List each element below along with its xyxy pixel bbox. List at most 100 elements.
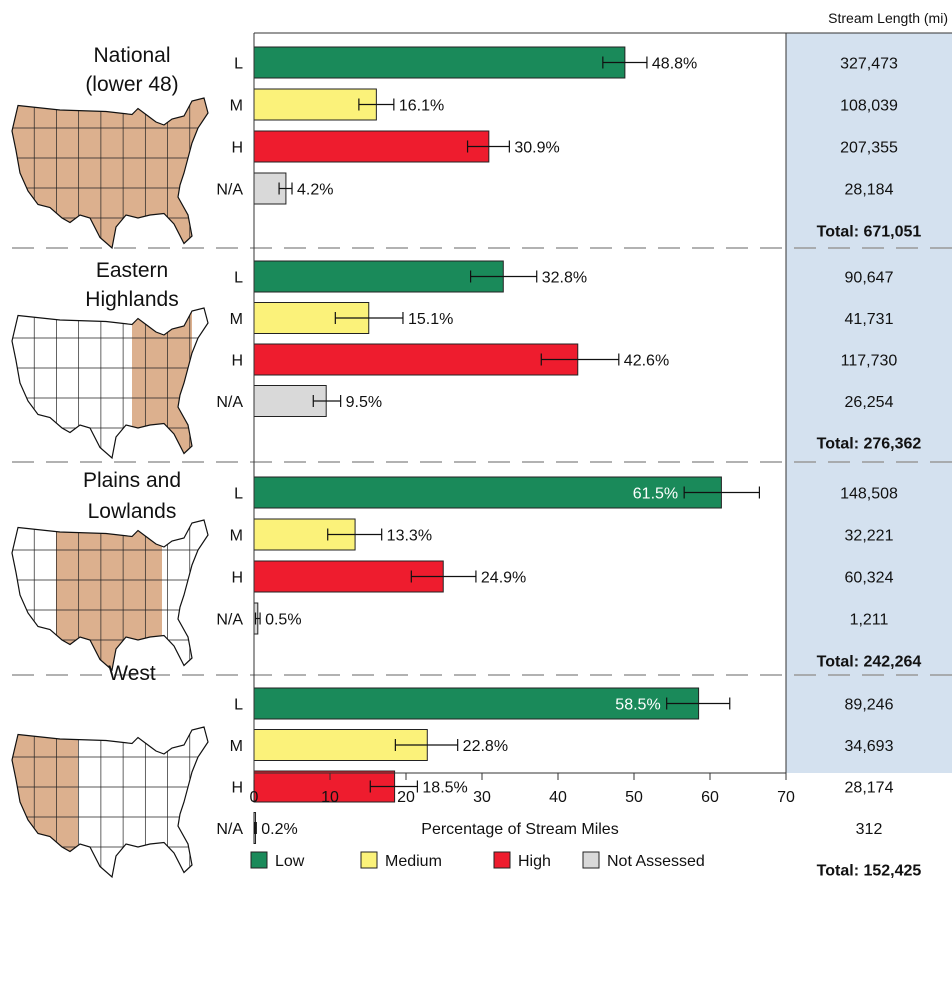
stream-length-value: 26,254 <box>845 394 894 411</box>
bar <box>253 130 490 163</box>
data-label: 42.6% <box>624 353 669 370</box>
us-map-eastern-highlands-icon <box>11 307 209 460</box>
data-label: 0.2% <box>261 821 297 838</box>
map-outline <box>11 726 209 879</box>
stream-length-value: 89,246 <box>845 697 894 714</box>
legend-swatch <box>250 851 268 869</box>
data-label: 9.5% <box>346 394 382 411</box>
region-name: Plains and <box>83 469 181 492</box>
legend: Low Medium High Not Assessed <box>250 851 705 870</box>
stream-length-value: 90,647 <box>845 270 894 287</box>
legend-swatch <box>582 851 600 869</box>
data-label: 13.3% <box>387 528 432 545</box>
data-label: 0.5% <box>265 612 301 629</box>
stream-length-value: 327,473 <box>840 56 898 73</box>
stream-length-total: Total: 671,051 <box>817 224 922 241</box>
row-code-label: H <box>231 780 243 797</box>
map-outline <box>11 519 209 672</box>
data-label: 48.8% <box>652 56 697 73</box>
stream-length-value: 32,221 <box>845 528 894 545</box>
stream-length-value: 312 <box>856 821 883 838</box>
bar <box>253 88 377 121</box>
map-region-fill <box>132 308 192 458</box>
data-label: 24.9% <box>481 570 526 587</box>
row-code-label: H <box>231 140 243 157</box>
stream-length-value: 207,355 <box>840 140 898 157</box>
region-name: National <box>93 44 170 67</box>
bar <box>253 343 579 376</box>
region-name: Highlands <box>85 288 178 311</box>
bar <box>253 560 444 593</box>
x-tick-label: 20 <box>397 789 415 806</box>
us-map-west-icon <box>11 726 209 879</box>
row-code-label: H <box>231 353 243 370</box>
stream-length-value: 60,324 <box>845 570 894 587</box>
x-tick-label: 50 <box>625 789 643 806</box>
data-label: 22.8% <box>463 738 508 755</box>
legend-label: Not Assessed <box>607 853 705 870</box>
stream-length-value: 117,730 <box>841 353 898 370</box>
map-region-fill <box>12 98 208 248</box>
us-map-national-icon <box>11 97 209 250</box>
data-label: 18.5% <box>422 780 467 797</box>
data-label: 61.5% <box>633 486 678 503</box>
region-name: (lower 48) <box>85 73 178 96</box>
x-tick-label: 40 <box>549 789 567 806</box>
us-map-plains-lowlands-icon <box>11 519 209 672</box>
legend-swatch <box>360 851 378 869</box>
x-tick-label: 0 <box>250 789 259 806</box>
stream-length-value: 108,039 <box>840 98 898 115</box>
map-outline <box>11 97 209 250</box>
row-code-label: M <box>230 98 243 115</box>
stream-length-total: Total: 242,264 <box>817 654 922 671</box>
legend-label: High <box>518 853 551 870</box>
row-code-label: N/A <box>216 821 243 838</box>
stream-length-value: 28,174 <box>845 780 894 797</box>
stream-length-panel: Stream Length (mi) 327,473 108,039 207,355 2… <box>786 10 952 880</box>
row-code-label: N/A <box>216 612 243 629</box>
row-code-label: L <box>234 270 243 287</box>
map-outline <box>11 307 209 460</box>
bar <box>253 476 722 509</box>
stream-length-background <box>786 33 952 773</box>
row-code-label: H <box>231 570 243 587</box>
data-label: 16.1% <box>399 98 444 115</box>
stream-length-total: Total: 276,362 <box>817 436 922 453</box>
bar <box>253 46 626 79</box>
bar <box>253 260 504 293</box>
legend-label: Low <box>275 853 305 870</box>
data-label: 30.9% <box>514 140 559 157</box>
region-maps: National (lower 48) Eastern Highlands Plains… <box>11 44 209 879</box>
legend-label: Medium <box>385 853 442 870</box>
stream-length-value: 148,508 <box>840 486 898 503</box>
bar <box>253 687 700 720</box>
data-label: 15.1% <box>408 311 453 328</box>
x-axis-title: Percentage of Stream Miles <box>421 821 618 838</box>
region-name: Eastern <box>96 259 168 282</box>
legend-swatch <box>493 851 511 869</box>
data-label: 32.8% <box>542 270 587 287</box>
stream-length-value: 34,693 <box>845 738 894 755</box>
map-region-fill <box>56 520 162 670</box>
stream-length-total: Total: 152,425 <box>817 863 922 880</box>
row-code-label: L <box>234 697 243 714</box>
map-region-fill <box>12 727 78 877</box>
stream-length-header: Stream Length (mi) <box>828 10 948 26</box>
region-name: Lowlands <box>88 500 177 523</box>
row-code-label: M <box>230 738 243 755</box>
row-code-label: M <box>230 528 243 545</box>
stream-length-value: 1,211 <box>850 612 889 629</box>
region-dividers <box>12 247 952 676</box>
x-axis: 0 10 20 30 40 50 60 70 Percentage of Stream Mile… <box>250 32 952 838</box>
row-code-label: L <box>234 486 243 503</box>
row-code-label: N/A <box>216 394 243 411</box>
stream-length-value: 41,731 <box>845 311 894 328</box>
data-label: 58.5% <box>615 697 660 714</box>
bars: 48.8% L 16.1% M 30.9% H 4.2% N/A 32.8% L 15.1% M 42.… <box>216 46 761 844</box>
row-code-label: L <box>234 56 243 73</box>
row-code-label: M <box>230 311 243 328</box>
stream-length-value: 28,184 <box>845 182 894 199</box>
region-name: West <box>108 662 156 685</box>
x-tick-label: 70 <box>777 789 795 806</box>
